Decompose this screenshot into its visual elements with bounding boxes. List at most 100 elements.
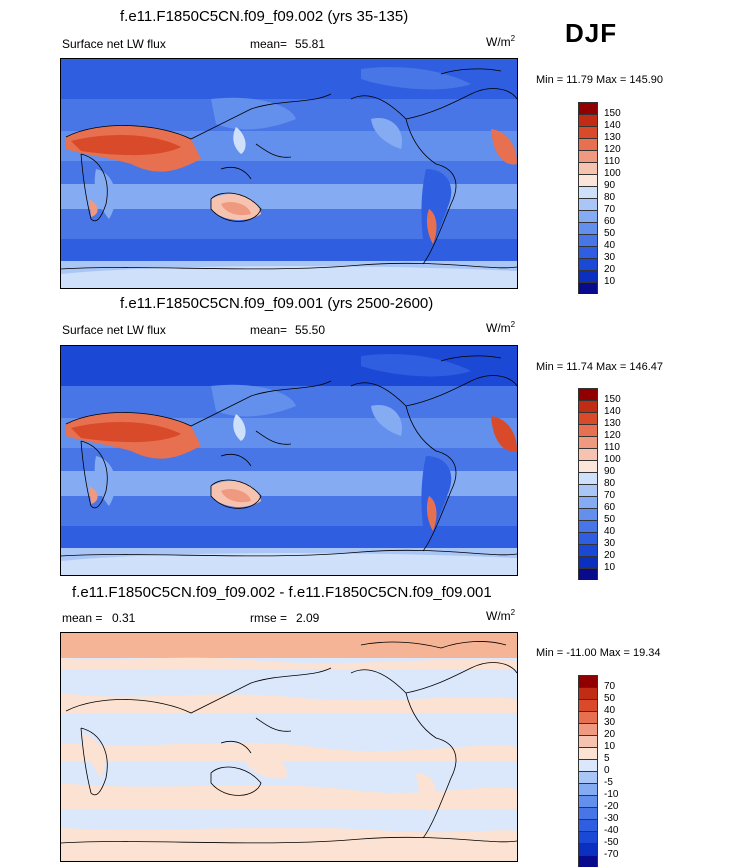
colorbar3-swatch xyxy=(578,687,598,699)
colorbar3-tick-label: 10 xyxy=(604,741,616,752)
panel2-variable-label: Surface net LW flux xyxy=(62,323,166,337)
colorbar3-tick-label: -10 xyxy=(604,789,619,800)
colorbar3-tick-label: 0 xyxy=(604,765,610,776)
colorbar1-swatch xyxy=(578,114,598,126)
panel3-title: f.e11.F1850C5CN.f09_f09.002 - f.e11.F185… xyxy=(72,584,492,601)
colorbar1-swatch xyxy=(578,282,598,294)
colorbar2-swatch xyxy=(578,472,598,484)
panel1-colorbar: 150 140 130 120 110 100 90 80 70 60 50 40 30 20 10 xyxy=(578,102,621,294)
colorbar3-tick-label: -30 xyxy=(604,813,619,824)
colorbar3-swatch xyxy=(578,855,598,867)
colorbar1-swatch xyxy=(578,126,598,138)
panel3-mean-label: mean = xyxy=(62,611,103,625)
colorbar2-tick-label: 120 xyxy=(604,430,621,441)
colorbar1-tick-label: 10 xyxy=(604,276,616,287)
colorbar1-tick-label: 40 xyxy=(604,240,616,251)
panel2-units: W/m2 xyxy=(486,320,516,335)
colorbar3-swatch xyxy=(578,771,598,783)
colorbar3-tick-label: -5 xyxy=(604,777,613,788)
colorbar3-swatch xyxy=(578,831,598,843)
colorbar1-swatch xyxy=(578,210,598,222)
colorbar1-tick-label: 110 xyxy=(604,156,620,167)
colorbar3-swatch xyxy=(578,819,598,831)
panel1-map xyxy=(60,58,518,289)
colorbar3-swatch xyxy=(578,783,598,795)
colorbar1-swatch xyxy=(578,186,598,198)
panel2-colorbar: 150 140 130 120 110 100 90 80 70 60 50 40 30 20 10 xyxy=(578,388,621,580)
colorbar3-tick-label: -40 xyxy=(604,825,619,836)
colorbar3-tick-label: 30 xyxy=(604,717,616,728)
colorbar3-swatch xyxy=(578,723,598,735)
colorbar3-tick-label: 70 xyxy=(604,681,616,692)
colorbar3-swatch xyxy=(578,675,598,687)
colorbar1-swatch xyxy=(578,234,598,246)
colorbar3-swatch xyxy=(578,759,598,771)
panel1-variable-label: Surface net LW flux xyxy=(62,37,166,51)
colorbar2-tick-label: 110 xyxy=(604,442,620,453)
colorbar3-tick-label: 5 xyxy=(604,753,610,764)
panel2-minmax: Min = 11.74 Max = 146.47 xyxy=(536,361,663,373)
colorbar1-swatch xyxy=(578,246,598,258)
colorbar1-tick-label: 150 xyxy=(604,108,621,119)
colorbar2-tick-label: 130 xyxy=(604,418,621,429)
colorbar2-swatch xyxy=(578,412,598,424)
colorbar2-tick-label: 40 xyxy=(604,526,616,537)
colorbar1-swatch xyxy=(578,162,598,174)
colorbar2-tick-label: 20 xyxy=(604,550,616,561)
colorbar2-swatch xyxy=(578,568,598,580)
colorbar1-tick-label: 90 xyxy=(604,180,616,191)
colorbar3-tick-label: 40 xyxy=(604,705,616,716)
colorbar1-swatch xyxy=(578,174,598,186)
colorbar1-swatch xyxy=(578,150,598,162)
colorbar3-swatch xyxy=(578,699,598,711)
panel2-mean-value: 55.50 xyxy=(295,323,326,337)
panel1-mean-value: 55.81 xyxy=(295,37,326,51)
colorbar1-tick-label: 130 xyxy=(604,132,621,143)
panel1-minmax: Min = 11.79 Max = 145.90 xyxy=(536,74,663,86)
colorbar1-swatch xyxy=(578,198,598,210)
panel3-mean-value: 0.31 xyxy=(112,611,136,625)
panel2-mean-label: mean= xyxy=(250,323,288,337)
panel3-units: W/m2 xyxy=(486,608,516,623)
colorbar2-swatch xyxy=(578,436,598,448)
panel3-rmse-value: 2.09 xyxy=(296,611,320,625)
colorbar3-swatch xyxy=(578,735,598,747)
colorbar2-tick-label: 60 xyxy=(604,502,616,513)
colorbar2-tick-label: 30 xyxy=(604,538,616,549)
colorbar2-swatch xyxy=(578,532,598,544)
panel1-units: W/m2 xyxy=(486,34,516,49)
panel1-title: f.e11.F1850C5CN.f09_f09.002 (yrs 35-135) xyxy=(120,8,409,25)
colorbar2-swatch xyxy=(578,400,598,412)
colorbar3-swatch xyxy=(578,747,598,759)
colorbar3-tick-label: 20 xyxy=(604,729,616,740)
colorbar3-tick-label: -70 xyxy=(604,849,619,860)
colorbar2-tick-label: 70 xyxy=(604,490,616,501)
panel3-minmax: Min = -11.00 Max = 19.34 xyxy=(536,647,661,659)
colorbar3-swatch xyxy=(578,711,598,723)
panel2-map xyxy=(60,345,518,576)
colorbar2-swatch xyxy=(578,484,598,496)
colorbar3-tick-label: 50 xyxy=(604,693,616,704)
colorbar2-swatch xyxy=(578,460,598,472)
colorbar2-tick-label: 140 xyxy=(604,406,621,417)
colorbar2-swatch xyxy=(578,388,598,400)
colorbar2-swatch xyxy=(578,496,598,508)
colorbar1-swatch xyxy=(578,258,598,270)
panel3-colorbar: 70 50 40 30 20 10 5 0 -5 -10 -20 -30 -40 -50 -70 xyxy=(578,675,618,867)
colorbar2-swatch xyxy=(578,508,598,520)
colorbar3-tick-label: -50 xyxy=(604,837,619,848)
colorbar1-tick-label: 70 xyxy=(604,204,616,215)
colorbar1-tick-label: 20 xyxy=(604,264,616,275)
colorbar1-tick-label: 100 xyxy=(604,168,621,179)
colorbar3-swatch xyxy=(578,795,598,807)
colorbar1-tick-label: 120 xyxy=(604,144,621,155)
colorbar3-swatch xyxy=(578,807,598,819)
colorbar1-swatch xyxy=(578,222,598,234)
panel2-title: f.e11.F1850C5CN.f09_f09.001 (yrs 2500-26… xyxy=(120,295,434,312)
colorbar1-tick-label: 50 xyxy=(604,228,616,239)
colorbar1-swatch xyxy=(578,102,598,114)
season-label: DJF xyxy=(565,18,618,48)
colorbar3-swatch xyxy=(578,843,598,855)
panel1-mean-label: mean= xyxy=(250,37,288,51)
colorbar1-tick-label: 140 xyxy=(604,120,621,131)
